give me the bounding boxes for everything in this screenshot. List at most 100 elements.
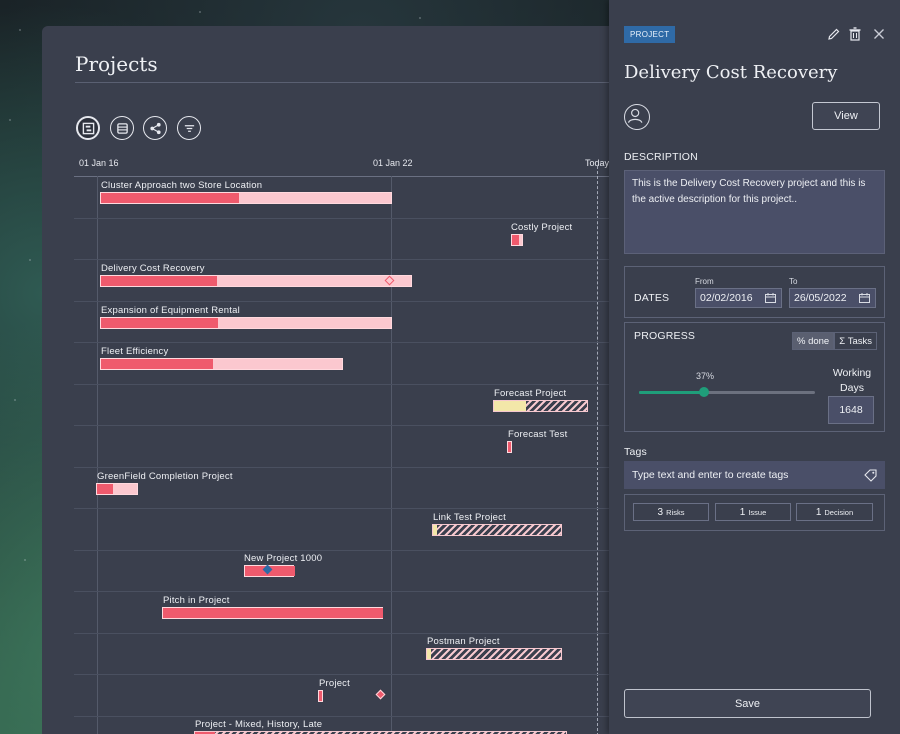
progress-percent: 37% — [696, 371, 715, 381]
task-label: Project - Mixed, History, Late — [195, 719, 323, 730]
task-bar[interactable] — [100, 192, 392, 204]
to-date-value: 26/05/2022 — [794, 292, 847, 304]
task-bar[interactable] — [493, 400, 588, 412]
task-label: New Project 1000 — [244, 553, 323, 564]
view-button[interactable]: View — [812, 102, 880, 130]
page-title: Projects — [75, 52, 158, 76]
row-divider — [74, 674, 642, 675]
type-badge: PROJECT — [624, 26, 676, 43]
row-divider — [74, 591, 642, 592]
calendar-icon[interactable] — [859, 293, 870, 303]
row-divider — [74, 508, 642, 509]
progress-slider-fill — [639, 391, 705, 394]
task-label: Expansion of Equipment Rental — [101, 305, 240, 316]
sum-tasks-toggle[interactable]: Σ Tasks — [834, 332, 878, 350]
progress-label: PROGRESS — [634, 330, 696, 342]
task-label: Forecast Test — [508, 429, 568, 440]
to-date-input[interactable]: 26/05/2022 — [789, 288, 876, 308]
share-button[interactable] — [143, 116, 167, 140]
list-icon — [116, 122, 128, 134]
working-days-label: Working Days — [832, 367, 872, 394]
axis-label-today: Today — [585, 158, 610, 168]
task-bar[interactable] — [507, 441, 512, 453]
dates-section: DATES From To 02/02/2016 26/05/2022 — [624, 266, 885, 318]
dates-label: DATES — [634, 292, 670, 304]
project-title: Delivery Cost Recovery — [624, 62, 838, 83]
task-bar[interactable] — [100, 275, 412, 287]
list-view-button[interactable] — [110, 116, 134, 140]
row-divider — [74, 384, 642, 385]
row-divider — [74, 633, 642, 634]
decision-counter[interactable]: 1 Decision — [796, 503, 873, 521]
title-divider — [75, 82, 615, 83]
row-divider — [74, 425, 642, 426]
decision-label: Decision — [824, 507, 854, 517]
task-bar[interactable] — [100, 317, 392, 329]
risks-label: Risks — [666, 507, 685, 517]
task-label: Postman Project — [427, 636, 500, 647]
task-bar[interactable] — [318, 690, 323, 702]
axis-label-start: 01 Jan 16 — [79, 158, 119, 168]
edit-icon[interactable] — [827, 27, 841, 41]
gantt-view-button[interactable] — [76, 116, 100, 140]
task-label: GreenField Completion Project — [97, 471, 233, 482]
close-icon[interactable] — [872, 27, 886, 41]
timeline-axis — [74, 176, 642, 177]
description-label: DESCRIPTION — [624, 151, 698, 163]
task-label: Costly Project — [511, 222, 573, 233]
share-icon — [149, 122, 161, 134]
task-label: Link Test Project — [433, 512, 506, 523]
row-divider — [74, 467, 642, 468]
progress-section: PROGRESS — [624, 322, 885, 432]
tags-input[interactable]: Type text and enter to create tags — [624, 461, 885, 489]
today-marker — [597, 166, 598, 734]
issue-count: 1 — [739, 506, 746, 518]
task-label: Pitch in Project — [163, 595, 230, 606]
task-bar[interactable] — [426, 648, 562, 660]
row-divider — [74, 301, 642, 302]
from-label: From — [695, 277, 714, 286]
task-bar[interactable] — [194, 731, 567, 734]
owner-avatar[interactable] — [624, 104, 650, 130]
task-label: Fleet Efficiency — [101, 346, 169, 357]
risks-counter[interactable]: 3 Risks — [633, 503, 709, 521]
issue-label: Issue — [748, 507, 767, 517]
percent-done-toggle[interactable]: % done — [792, 332, 835, 350]
task-bar[interactable] — [432, 524, 562, 536]
task-label: Project — [319, 678, 350, 689]
progress-slider-handle[interactable] — [699, 387, 710, 397]
description-field[interactable]: This is the Delivery Cost Recovery proje… — [624, 170, 885, 254]
task-label: Delivery Cost Recovery — [101, 263, 205, 274]
issue-counter[interactable]: 1 Issue — [715, 503, 791, 521]
row-divider — [74, 259, 642, 260]
from-date-input[interactable]: 02/02/2016 — [695, 288, 782, 308]
task-label: Cluster Approach two Store Location — [101, 180, 263, 191]
task-bar[interactable] — [96, 483, 138, 495]
progress-slider[interactable] — [639, 387, 815, 397]
gridline — [97, 176, 98, 734]
task-bar[interactable] — [100, 358, 343, 370]
row-divider — [74, 550, 642, 551]
delete-icon[interactable] — [848, 27, 862, 41]
task-bar[interactable] — [511, 234, 523, 246]
calendar-icon[interactable] — [765, 293, 776, 303]
projects-panel: Projects 01 Jan 16 01 Jan 22 Today Clust… — [42, 26, 642, 734]
filter-button[interactable] — [177, 116, 201, 140]
to-label: To — [789, 277, 798, 286]
filter-icon — [184, 124, 194, 132]
tags-label: Tags — [624, 446, 647, 458]
milestone-marker[interactable] — [375, 689, 386, 700]
task-bar[interactable] — [162, 607, 383, 619]
row-divider — [74, 716, 642, 717]
row-divider — [74, 342, 642, 343]
gridline — [391, 176, 392, 734]
project-detail-panel: PROJECT Delivery Cost Recovery View DESC… — [609, 0, 900, 734]
axis-label-mid: 01 Jan 22 — [373, 158, 413, 168]
save-button[interactable]: Save — [624, 689, 871, 718]
from-date-value: 02/02/2016 — [700, 292, 753, 304]
user-icon — [627, 108, 643, 123]
progress-mode-toggle: % done Σ Tasks — [792, 332, 878, 350]
risks-count: 3 — [657, 506, 664, 518]
task-label: Forecast Project — [494, 388, 567, 399]
working-days-field[interactable]: 1648 — [828, 396, 874, 424]
